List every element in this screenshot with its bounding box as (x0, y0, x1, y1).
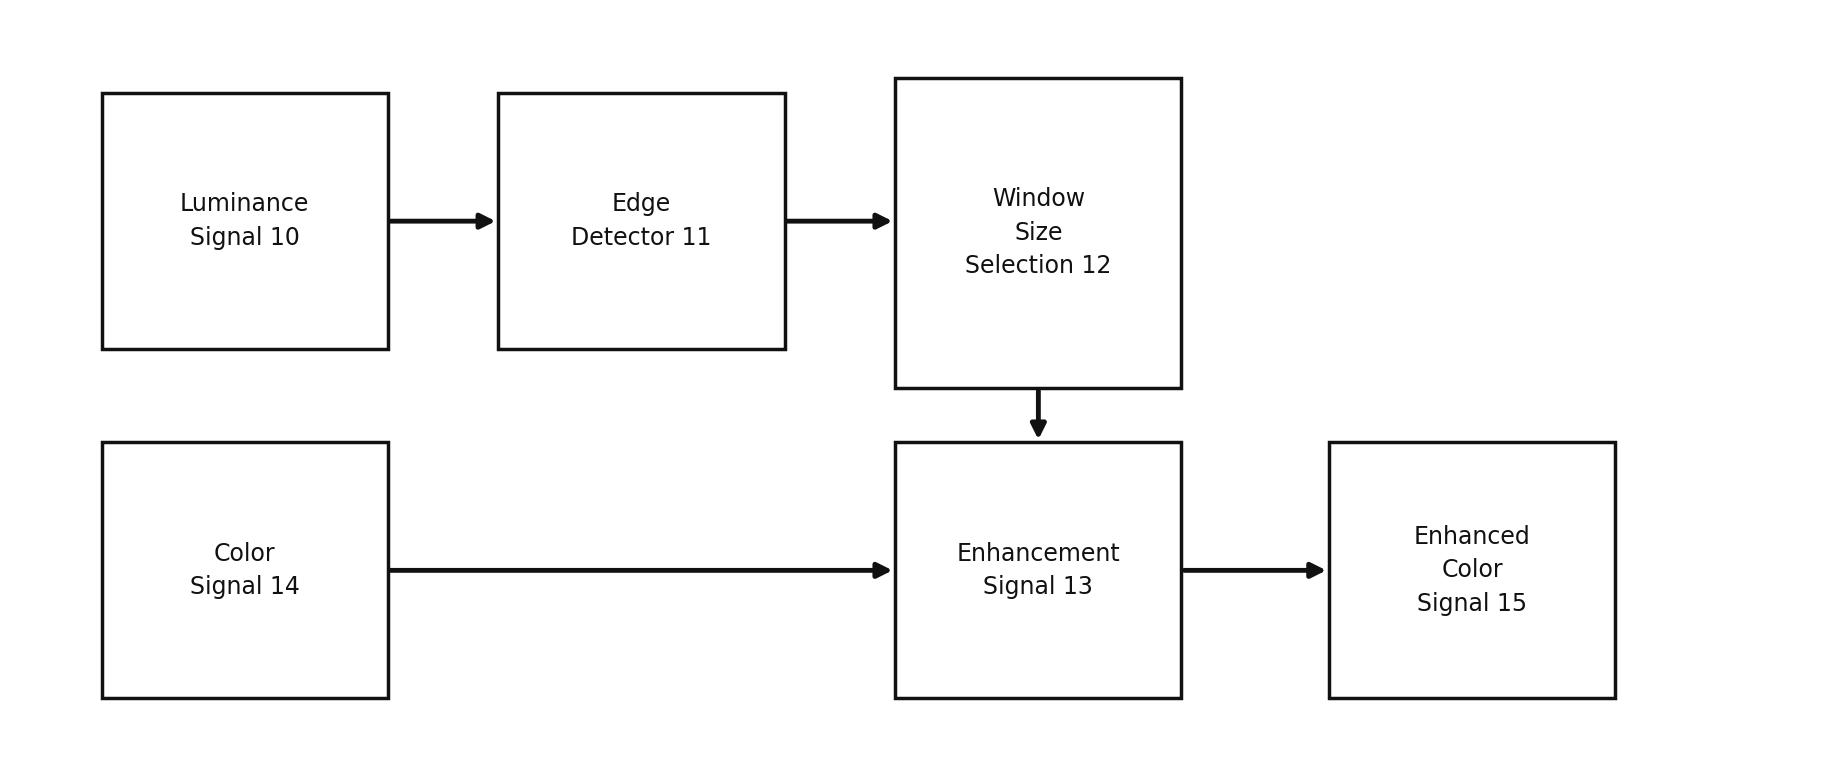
Text: Color
Signal 14: Color Signal 14 (190, 542, 299, 599)
Text: Luminance
Signal 10: Luminance Signal 10 (179, 192, 310, 250)
FancyBboxPatch shape (498, 93, 785, 349)
Text: Enhancement
Signal 13: Enhancement Signal 13 (956, 542, 1121, 599)
FancyBboxPatch shape (895, 442, 1181, 698)
Text: Window
Size
Selection 12: Window Size Selection 12 (965, 187, 1111, 279)
Text: Enhanced
Color
Signal 15: Enhanced Color Signal 15 (1414, 525, 1530, 616)
FancyBboxPatch shape (1329, 442, 1615, 698)
Text: Edge
Detector 11: Edge Detector 11 (570, 192, 713, 250)
FancyBboxPatch shape (895, 78, 1181, 388)
FancyBboxPatch shape (102, 442, 388, 698)
FancyBboxPatch shape (102, 93, 388, 349)
